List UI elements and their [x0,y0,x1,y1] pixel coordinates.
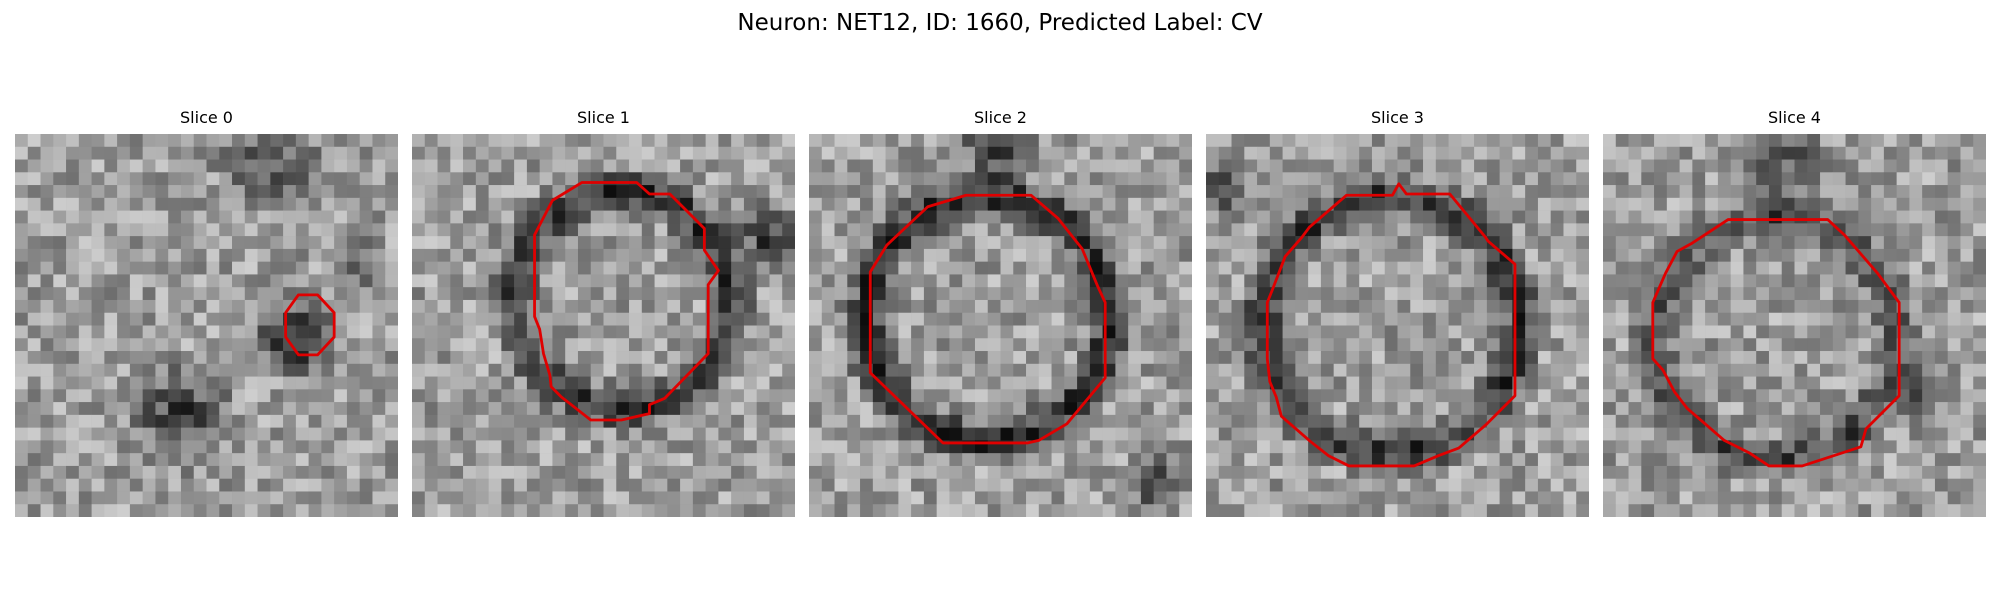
slice-image-2 [809,134,1192,517]
slice-image-1 [412,134,795,517]
slice-pixels-3 [1206,134,1589,517]
slice-pixels-2 [809,134,1192,517]
slice-pixels-4 [1603,134,1986,517]
slice-title-0: Slice 0 [180,108,233,127]
slice-pixels-0 [15,134,398,517]
slice-contour-4 [1651,218,1901,468]
slice-image-0 [15,134,398,517]
slice-pixels-1 [412,134,795,517]
slice-image-3 [1206,134,1589,517]
slice-contour-2 [868,193,1107,445]
figure-title: Neuron: NET12, ID: 1660, Predicted Label… [737,10,1263,36]
slice-contour-3 [1265,182,1517,468]
slice-title-1: Slice 1 [577,108,630,127]
slice-title-3: Slice 3 [1371,108,1424,127]
slice-title-2: Slice 2 [974,108,1027,127]
slice-contour-0 [284,293,336,357]
slice-contour-1 [533,181,720,422]
slice-title-4: Slice 4 [1768,108,1821,127]
slice-image-4 [1603,134,1986,517]
